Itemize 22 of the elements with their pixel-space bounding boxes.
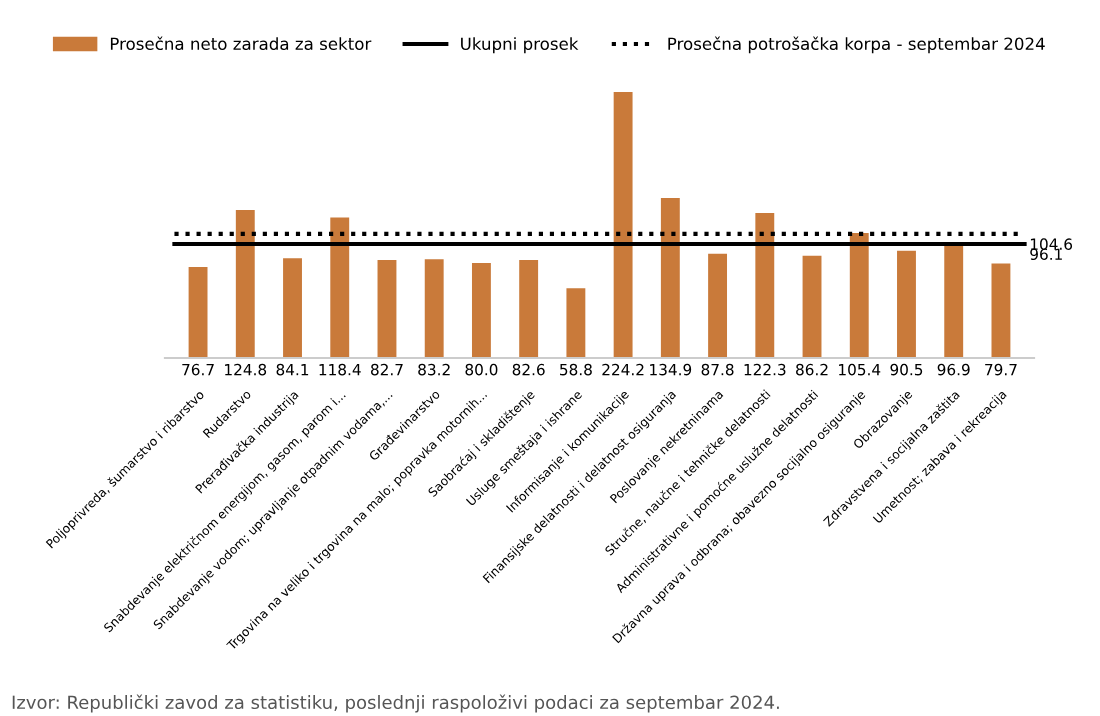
legend-label: Ukupni prosek: [461, 37, 579, 54]
bar: [708, 253, 728, 358]
bar: [330, 217, 350, 358]
bar: [377, 259, 397, 358]
bar: [519, 260, 539, 358]
bar: [660, 197, 680, 358]
bar: [991, 263, 1011, 358]
bar: [802, 255, 822, 358]
bar: [566, 288, 586, 358]
legend-label: Prosečna neto zarada za sektor: [110, 36, 372, 51]
bar: [235, 209, 255, 358]
bar: [613, 92, 633, 358]
bar: [897, 250, 916, 358]
legend-label: Prosečna potrošačka korpa - septembar 2024: [668, 36, 1045, 54]
bar: [755, 212, 775, 358]
bar: [849, 232, 869, 358]
bar: [944, 243, 964, 358]
text: Izvor: Republički zavod za statistiku, poslednji raspoloživi podaci za septembar 2024.: [12, 694, 779, 713]
bar: [283, 258, 302, 358]
bar: [188, 267, 208, 358]
bar: [424, 259, 444, 358]
bar: [471, 263, 491, 358]
